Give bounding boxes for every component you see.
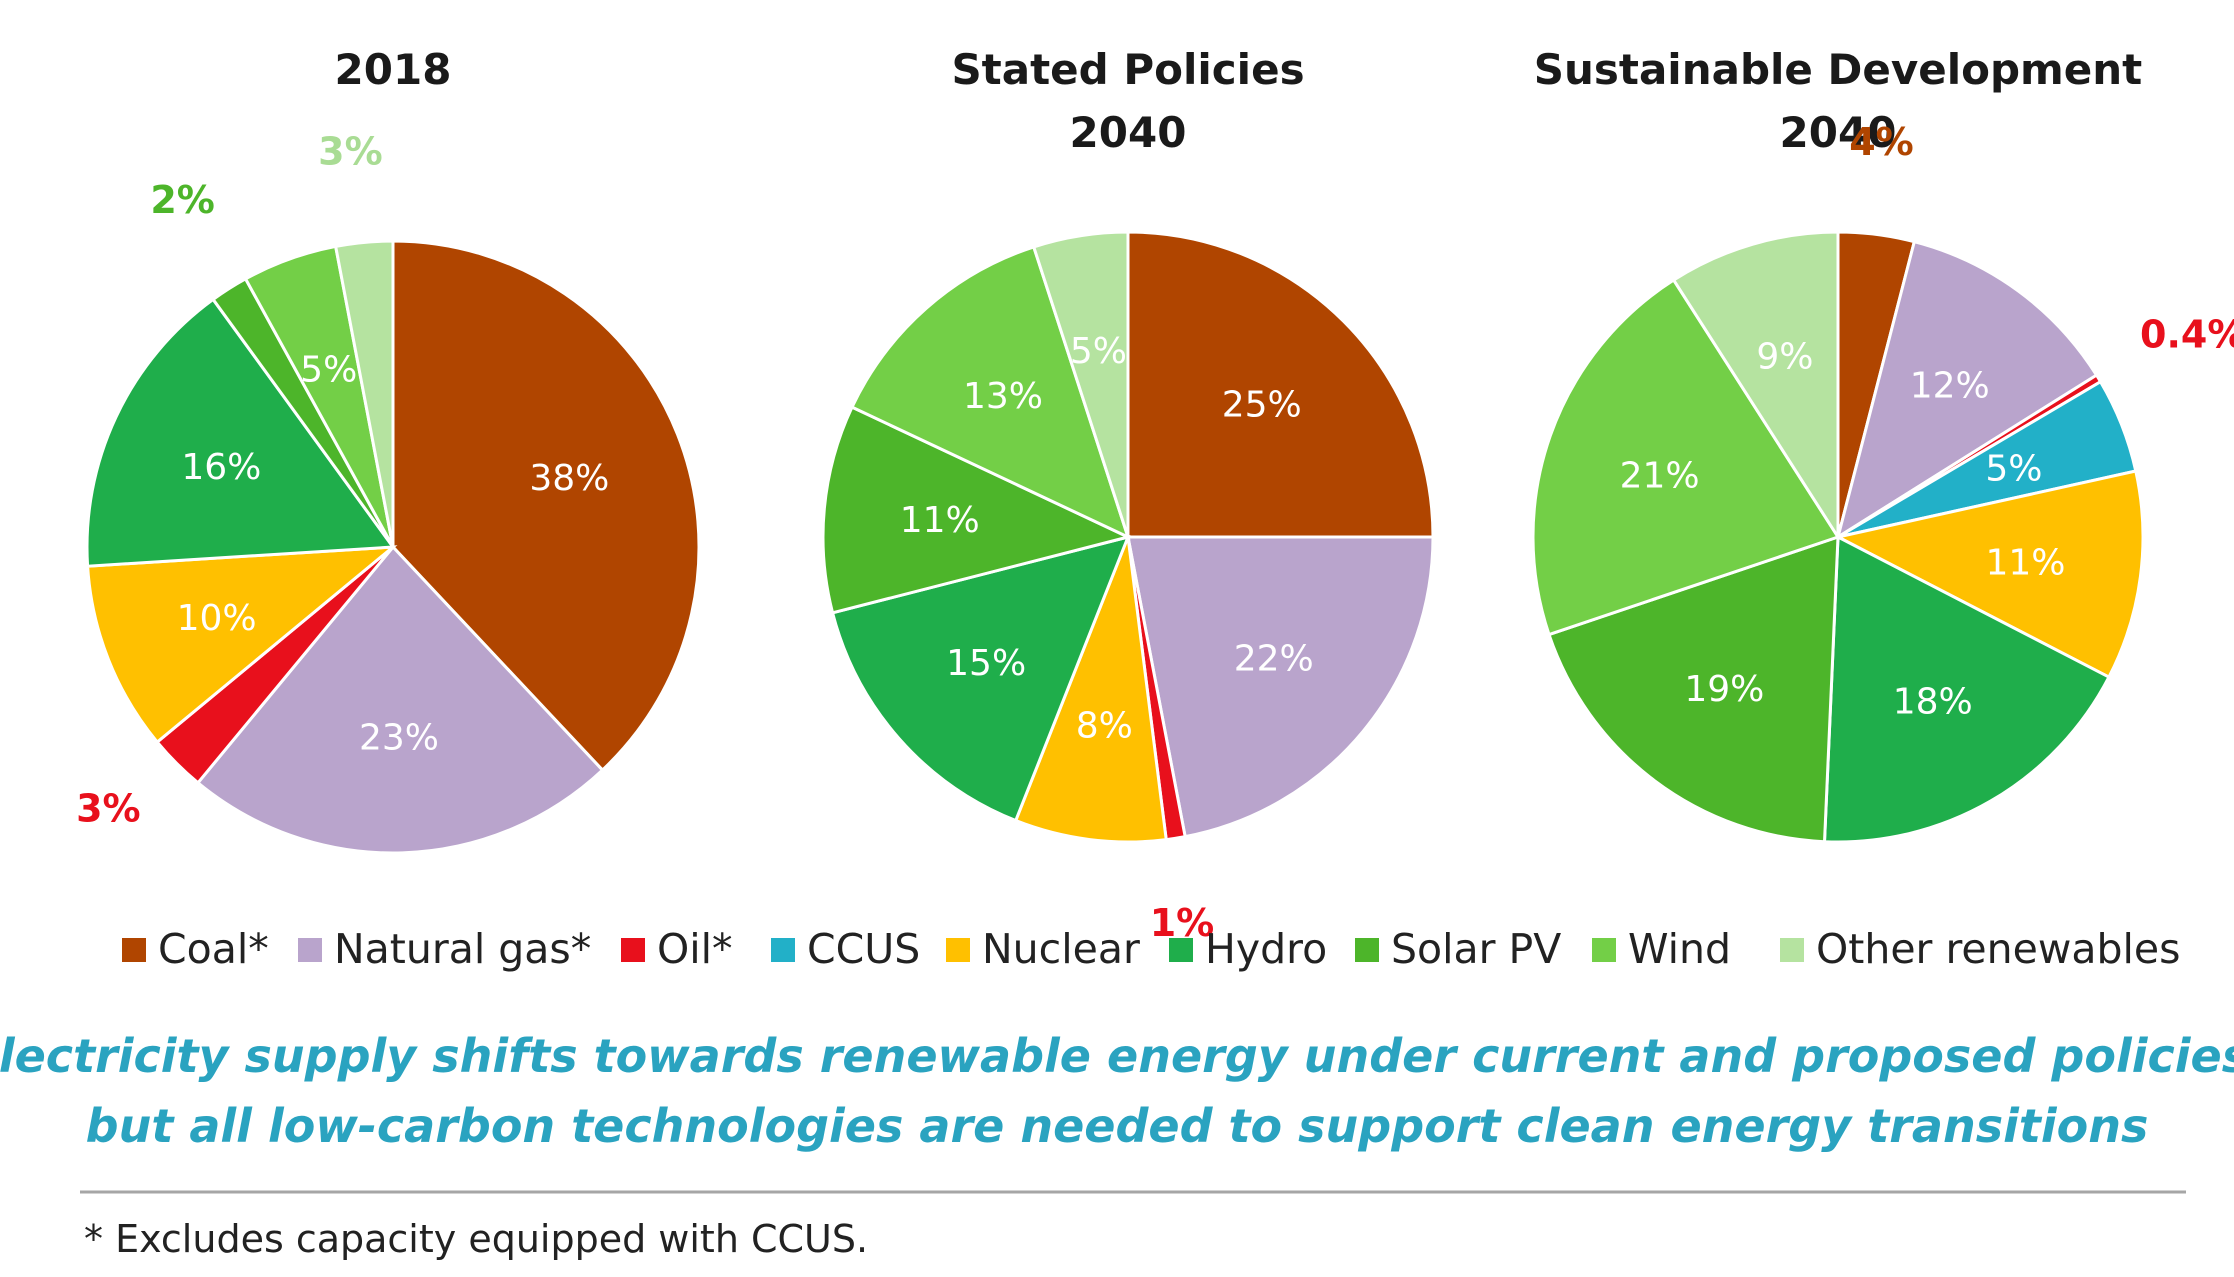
- pie-slice: [821, 405, 1133, 615]
- slice-label: 5%: [1985, 449, 2042, 490]
- legend-item: Coal*: [122, 925, 269, 973]
- pie-charts: 2018 38% 23% 3% 10% 16% 2% 5% 3% Stated Policies 2…: [76, 45, 2234, 945]
- legend-label: Solar PV: [1391, 925, 1561, 973]
- legend-label: Wind: [1628, 925, 1731, 973]
- slice-label: 4%: [1849, 120, 1914, 164]
- slice-label: 1%: [1150, 901, 1215, 945]
- slice-label: 10%: [177, 598, 257, 639]
- legend-label: Other renewables: [1816, 925, 2181, 973]
- legend-label: Nuclear: [982, 925, 1140, 973]
- slice-label: 5%: [1070, 331, 1127, 372]
- slice-label: 0.4%: [2140, 313, 2234, 357]
- legend-item: CCUS: [771, 925, 920, 973]
- pie-title: 2040: [1780, 108, 1897, 157]
- pie-slice: [1126, 230, 1435, 539]
- pie-slice: [195, 544, 605, 855]
- pie-slice: [1031, 230, 1130, 538]
- pie-slice: [86, 545, 398, 745]
- legend-swatch: [122, 938, 146, 962]
- legend-swatch: [1169, 938, 1193, 962]
- legend-item: Nuclear: [946, 925, 1140, 973]
- legend-item: Hydro: [1169, 925, 1327, 973]
- slice-label: 3%: [318, 130, 383, 174]
- legend-label: Natural gas*: [334, 925, 591, 973]
- legend-swatch: [298, 938, 322, 962]
- legend-swatch: [771, 938, 795, 962]
- pie-slice: [1531, 277, 1841, 637]
- pie-slice: [85, 297, 396, 568]
- legend-swatch: [946, 938, 970, 962]
- pie-slice: [1126, 535, 1435, 839]
- pie-slice: [850, 245, 1131, 540]
- legend-label: Coal*: [158, 925, 269, 973]
- pie-slice: [1547, 534, 1840, 844]
- pie-slice: [1833, 469, 2145, 680]
- legend-label: CCUS: [807, 925, 920, 973]
- legend-label: Oil*: [657, 925, 733, 973]
- pie-slice: [830, 534, 1131, 823]
- legend: Coal* Natural gas* Oil* CCUS Nuclear Hydro Sol…: [122, 925, 2181, 973]
- legend-label: Hydro: [1205, 925, 1327, 973]
- pie-chart-2: Stated Policies 2040 25% 22% 1% 8% 15% 11% 13% 5%: [821, 45, 1435, 945]
- slice-label: 15%: [946, 643, 1026, 684]
- slice-label: 11%: [900, 500, 980, 541]
- slice-label: 9%: [1756, 336, 1813, 377]
- pie-slice: [1835, 239, 2099, 541]
- slice-label: 13%: [963, 376, 1043, 417]
- legend-swatch: [1355, 938, 1379, 962]
- footnote: * Excludes capacity equipped with CCUS.: [84, 1217, 868, 1261]
- legend-item: Natural gas*: [298, 925, 591, 973]
- pie-slice: [333, 239, 395, 548]
- legend-swatch: [1780, 938, 1804, 962]
- slice-label: 5%: [300, 349, 357, 390]
- pie-title: Sustainable Development: [1534, 45, 2143, 94]
- slice-label: 18%: [1893, 682, 1973, 723]
- caption-line-2: but all low-carbon technologies are need…: [86, 1099, 2149, 1153]
- pie-slice: [1013, 536, 1168, 844]
- slice-label: 11%: [1986, 542, 2066, 583]
- slice-label: 3%: [76, 787, 141, 831]
- pie-title: 2018: [335, 45, 452, 94]
- slice-label: 38%: [529, 458, 609, 499]
- legend-item: Wind: [1592, 925, 1731, 973]
- pie-slice: [391, 239, 701, 773]
- legend-item: Other renewables: [1780, 925, 2181, 973]
- legend-swatch: [1592, 938, 1616, 962]
- pie-slice: [1671, 230, 1840, 543]
- slice-label: 16%: [181, 447, 261, 488]
- slice-label: 2%: [150, 178, 215, 222]
- caption-line-1: Electricity supply shifts towards renewa…: [0, 1029, 2234, 1083]
- legend-item: Solar PV: [1355, 925, 1561, 973]
- slice-label: 19%: [1684, 669, 1764, 710]
- slice-label: 8%: [1076, 706, 1133, 747]
- slice-label: 23%: [359, 718, 439, 759]
- slice-label: 21%: [1620, 455, 1700, 496]
- pie-chart-1: 2018 38% 23% 3% 10% 16% 2% 5% 3%: [76, 45, 701, 855]
- slice-label: 22%: [1234, 639, 1314, 680]
- slice-label: 12%: [1910, 365, 1990, 406]
- legend-item: Oil*: [621, 925, 733, 973]
- pie-title: Stated Policies: [951, 45, 1304, 94]
- legend-swatch: [621, 938, 645, 962]
- pie-slice: [1822, 534, 2111, 844]
- pie-title: 2040: [1070, 108, 1187, 157]
- slice-label: 25%: [1222, 384, 1302, 425]
